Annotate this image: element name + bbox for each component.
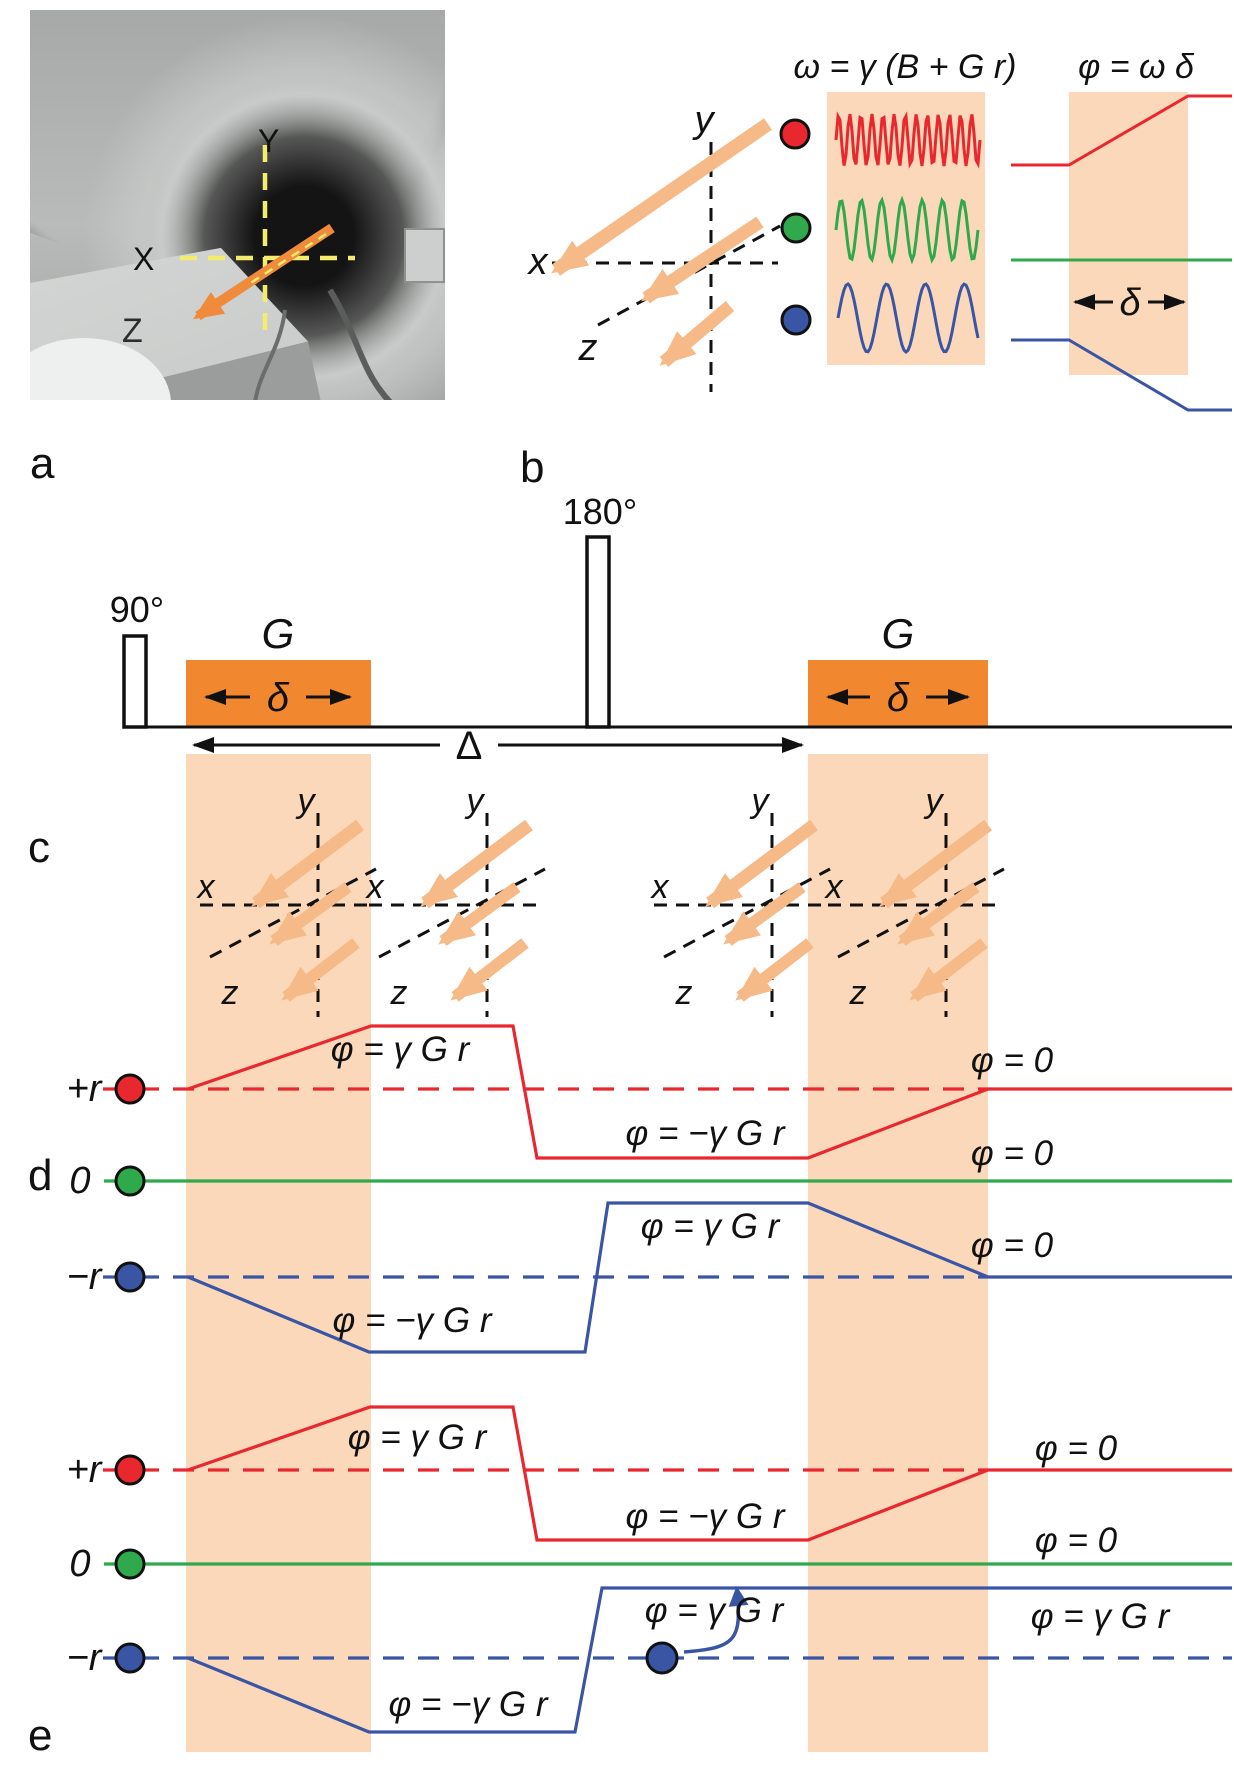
panel-label-b: b <box>520 443 544 492</box>
e-red-circle <box>114 1454 146 1486</box>
c4-axis-y-label: y <box>924 782 945 820</box>
b-arrow-top <box>551 118 772 276</box>
gradient-direction-arrow <box>192 223 335 321</box>
phase-formula: φ = ω δ <box>1078 48 1195 86</box>
blue-waveform <box>836 282 980 355</box>
d-blue-phase-line <box>187 1201 1232 1354</box>
gradient2-label: G <box>882 610 915 657</box>
d-label-red-down: φ = −γ G r <box>626 1114 786 1153</box>
photo-axis-z-label: Z <box>122 312 143 350</box>
e-label-blue-right: φ = γ G r <box>1031 1597 1171 1636</box>
b-delta-label: δ <box>1119 282 1141 324</box>
photo-axis-y-label: Y <box>258 123 279 159</box>
d-red-circle <box>114 1073 146 1105</box>
panel-c: 90° 180° G G δ δ Δ y x z y x <box>110 491 1232 1017</box>
d-label-green-zero: φ = 0 <box>971 1134 1054 1173</box>
d-label-blue-zero: φ = 0 <box>971 1226 1054 1265</box>
c2-axis-x-label: x <box>365 868 385 906</box>
b-arrow-middle <box>641 216 764 304</box>
rf-pulse-180 <box>585 535 611 729</box>
c4-axis-z-label: z <box>849 974 867 1012</box>
big-delta-label: Δ <box>456 724 483 768</box>
phase-ramp-box <box>1069 92 1188 375</box>
d-green-circle <box>114 1165 146 1197</box>
panel-label-e: e <box>28 1711 52 1760</box>
b-phase-line-blue <box>1011 338 1232 412</box>
e-moved-spin-circle <box>645 1641 679 1675</box>
e-row-plus-r: +r <box>67 1449 103 1491</box>
c3-axis-y-label: y <box>750 782 771 820</box>
e-row-zero: 0 <box>69 1543 90 1585</box>
d-label-red-up: φ = γ G r <box>331 1030 471 1069</box>
d-row-plus-r: +r <box>67 1068 103 1110</box>
spin-circle-green <box>780 212 812 244</box>
d-label-blue-down: φ = −γ G r <box>333 1301 493 1340</box>
b-phase-line-red <box>1011 94 1232 167</box>
b-axis-z-label: z <box>578 327 598 369</box>
gradient1-label: G <box>262 610 295 657</box>
green-waveform <box>834 195 980 265</box>
panel-label-a: a <box>30 439 55 488</box>
frequency-formula: ω = γ (B + G r) <box>794 48 1017 86</box>
e-row-minus-r: −r <box>67 1637 103 1679</box>
panel-b: ω = γ (B + G r) φ = ω δ y x z <box>527 48 1232 412</box>
c1-axis-y-label: y <box>296 782 317 820</box>
c2-axis-z-label: z <box>390 974 408 1012</box>
d-red-phase-line <box>187 1024 1232 1160</box>
d-label-red-zero: φ = 0 <box>971 1041 1054 1080</box>
e-blue-phase-line <box>187 1586 1232 1734</box>
cable <box>327 288 393 400</box>
b-arrow-bottom <box>659 301 735 367</box>
d-row-zero: 0 <box>69 1160 90 1202</box>
d-blue-circle <box>114 1261 146 1293</box>
e-label-red-down: φ = −γ G r <box>626 1497 786 1536</box>
photo-overlay: Y X Z <box>122 123 393 400</box>
b-axis-x-label: x <box>527 241 550 283</box>
c3-axis-z-label: z <box>675 974 693 1012</box>
spin-circle-blue <box>780 304 812 336</box>
e-label-blue-mid: φ = γ G r <box>645 1591 785 1630</box>
rf-pulse-90 <box>122 634 148 729</box>
c3-axis-x-label: x <box>650 868 670 906</box>
b-axis-y-label: y <box>692 99 716 141</box>
c4-axis-x-label: x <box>824 868 844 906</box>
e-label-red-zero: φ = 0 <box>1035 1429 1118 1468</box>
e-label-red-up: φ = γ G r <box>348 1418 488 1457</box>
panel-d: +r 0 −r φ = γ G r φ = −γ G r φ = 0 φ = 0… <box>67 1024 1232 1354</box>
rf90-label: 90° <box>110 589 164 630</box>
wall-panel <box>403 228 445 284</box>
panel-a-photo: Y X Z <box>30 10 445 400</box>
e-diffusion-arrow <box>683 1586 749 1654</box>
gradient-band-2 <box>808 754 988 1752</box>
cable-2 <box>253 309 287 400</box>
delta2-label: δ <box>887 676 910 720</box>
panel-label-c: c <box>28 823 50 872</box>
c2-axis-y-label: y <box>465 782 486 820</box>
rf180-label: 180° <box>563 491 637 532</box>
c1-axis-x-label: x <box>196 868 216 906</box>
d-label-blue-up: φ = γ G r <box>641 1207 781 1246</box>
d-row-minus-r: −r <box>67 1256 103 1298</box>
panel-label-d: d <box>28 1151 52 1200</box>
e-red-phase-line <box>187 1405 1232 1542</box>
e-label-green-zero: φ = 0 <box>1035 1521 1118 1560</box>
e-label-blue-down: φ = −γ G r <box>389 1685 549 1724</box>
e-green-circle <box>114 1548 146 1580</box>
red-waveform <box>834 111 982 169</box>
delta1-label: δ <box>267 676 290 720</box>
e-blue-circle <box>114 1642 146 1674</box>
c1-axis-z-label: z <box>221 974 239 1012</box>
photo-axis-x-label: X <box>133 241 154 277</box>
panel-e: +r 0 −r φ = γ G r φ = −γ G r φ = 0 φ = 0… <box>67 1405 1232 1734</box>
spin-circle-red <box>779 118 811 150</box>
b-axis-z <box>597 224 781 327</box>
